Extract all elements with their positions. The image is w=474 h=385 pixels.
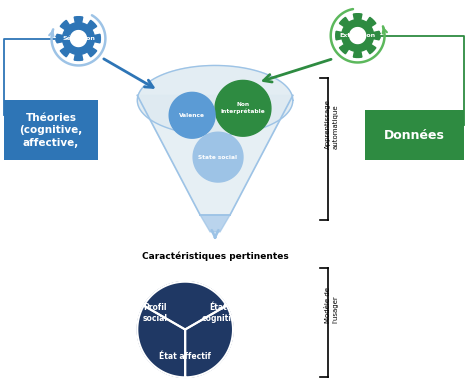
Polygon shape [350,28,365,44]
Polygon shape [200,215,230,232]
Text: Caractéristiques pertinentes: Caractéristiques pertinentes [142,252,289,261]
Polygon shape [137,306,185,377]
Polygon shape [215,80,271,136]
Text: État
cognitif: État cognitif [201,303,235,323]
Text: Profil
social: Profil social [143,303,168,323]
Text: Données: Données [384,129,445,142]
Polygon shape [185,306,233,377]
FancyBboxPatch shape [4,100,99,160]
Polygon shape [169,92,215,138]
Polygon shape [336,14,380,57]
Text: Non
Interprétable: Non Interprétable [220,102,265,114]
Polygon shape [56,17,100,60]
Polygon shape [144,282,227,330]
Polygon shape [71,30,86,47]
Text: État affectif: État affectif [159,352,211,361]
Text: State social: State social [199,155,237,160]
Text: Valence: Valence [179,113,205,118]
Polygon shape [137,95,293,215]
Polygon shape [137,65,293,135]
FancyBboxPatch shape [365,110,465,160]
Text: Apprentissage
automatique: Apprentissage automatique [325,99,338,149]
Text: Modèle de
l'usager: Modèle de l'usager [325,286,338,323]
Text: Théories
(cognitive,
affective,: Théories (cognitive, affective, [19,113,82,147]
Text: Extraction: Extraction [339,33,376,38]
Polygon shape [193,132,243,182]
Text: Sélection: Sélection [62,36,95,41]
